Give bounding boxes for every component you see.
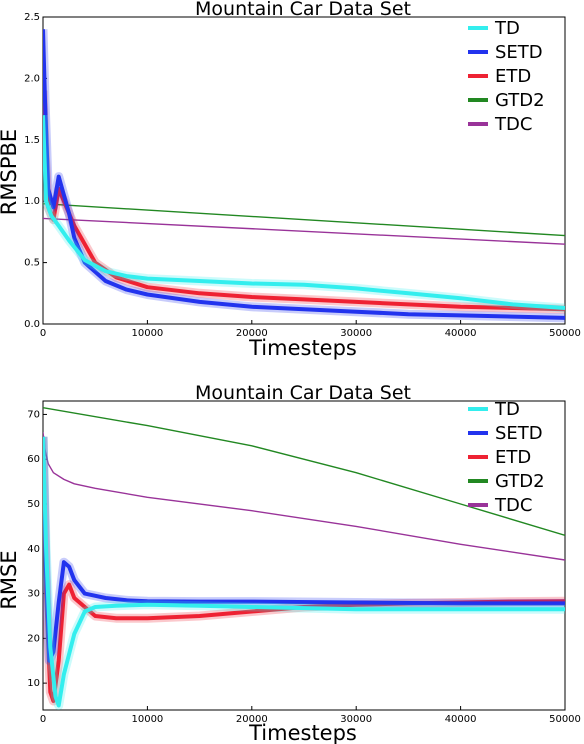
y-tick-label: 1.5 [24, 135, 40, 146]
chart-title: Mountain Car Data Set [195, 0, 411, 20]
x-axis-label: Timesteps [248, 336, 357, 360]
y-tick-label: 50 [27, 499, 40, 510]
x-tick-label: 0 [40, 328, 46, 339]
y-tick-label: 1.0 [24, 196, 40, 207]
series-line-tdc [43, 217, 565, 245]
legend-label-tdc: TDC [494, 495, 532, 516]
x-tick-label: 30000 [340, 328, 372, 339]
x-tick-label: 20000 [236, 714, 268, 725]
plot-area: 0 10000 20000 30000 40000 50000 10 20 30 40 50 60 70 [27, 400, 581, 725]
x-tick-label: 40000 [445, 328, 477, 339]
y-tick-label: 2.0 [24, 73, 40, 84]
legend-label-setd: SETD [495, 423, 543, 444]
legend: TD SETD ETD GTD2 TDC [468, 18, 545, 135]
axes-frame [42, 400, 566, 711]
y-tick-label: 60 [27, 454, 40, 465]
series-band-td [43, 436, 565, 710]
rmspbe-chart: Mountain Car Data Set 0 10000 20000 30000 40… [0, 0, 581, 360]
series-line-td [43, 115, 565, 310]
rmse-chart: Mountain Car Data Set 0 10000 20000 30000 40… [0, 382, 581, 744]
series-band-td [43, 115, 565, 313]
series-line-etd [43, 436, 565, 703]
y-axis-label: RMSE [0, 550, 21, 609]
x-tick-label: 40000 [445, 714, 477, 725]
series-band-etd [43, 436, 565, 706]
legend-label-gtd2: GTD2 [495, 471, 545, 492]
legend-label-setd: SETD [495, 42, 543, 63]
y-tick-label: 30 [27, 589, 40, 600]
y-tick-label: 0.0 [24, 319, 40, 330]
y-tick-label: 70 [27, 409, 40, 420]
series-line-td [43, 436, 565, 708]
legend-label-tdc: TDC [494, 114, 532, 135]
y-tick-label: 10 [27, 678, 40, 689]
legend-label-td: TD [494, 399, 520, 420]
series-line-tdc [43, 432, 565, 561]
legend-label-td: TD [494, 18, 520, 39]
y-axis-label: RMSPBE [0, 129, 21, 215]
y-tick-label: 0.5 [24, 258, 40, 269]
plot-area: 0 10000 20000 30000 40000 50000 0.0 0.5 1.0 1.5 2.… [24, 12, 581, 339]
x-tick-label: 50000 [549, 328, 581, 339]
legend-label-etd: ETD [495, 66, 531, 87]
legend-label-gtd2: GTD2 [495, 90, 545, 111]
series-line-gtd2 [43, 203, 565, 237]
series-line-setd [43, 29, 565, 320]
x-tick-label: 20000 [236, 328, 268, 339]
y-tick-label: 40 [27, 544, 40, 555]
x-tick-label: 10000 [131, 714, 163, 725]
x-tick-label: 10000 [131, 328, 163, 339]
chart-title: Mountain Car Data Set [195, 382, 411, 404]
x-tick-label: 0 [40, 714, 46, 725]
x-tick-label: 50000 [549, 714, 581, 725]
y-tick-label: 2.5 [24, 12, 40, 23]
x-axis-label: Timesteps [248, 721, 357, 744]
legend-label-etd: ETD [495, 447, 531, 468]
x-tick-label: 30000 [340, 714, 372, 725]
y-tick-label: 20 [27, 633, 40, 644]
legend: TD SETD ETD GTD2 TDC [468, 399, 545, 516]
series-line-gtd2 [43, 407, 565, 536]
